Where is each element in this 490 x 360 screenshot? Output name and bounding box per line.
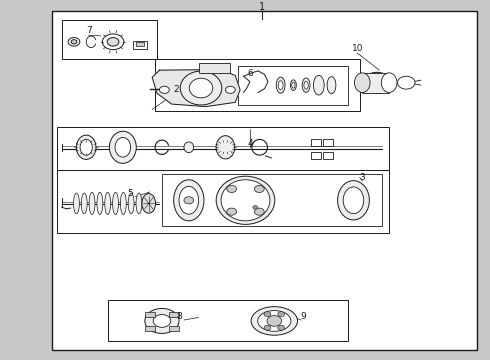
Ellipse shape xyxy=(221,180,270,221)
Bar xyxy=(323,139,333,146)
Ellipse shape xyxy=(362,72,392,93)
Circle shape xyxy=(264,325,271,330)
Ellipse shape xyxy=(314,75,324,95)
Text: 9: 9 xyxy=(301,312,307,321)
Ellipse shape xyxy=(327,77,336,94)
Ellipse shape xyxy=(302,78,310,92)
Bar xyxy=(62,20,157,59)
Ellipse shape xyxy=(115,138,131,157)
Bar xyxy=(155,59,360,111)
Ellipse shape xyxy=(179,186,198,214)
Circle shape xyxy=(264,312,271,317)
Bar xyxy=(238,66,347,105)
Circle shape xyxy=(184,197,194,204)
Ellipse shape xyxy=(292,82,295,88)
Ellipse shape xyxy=(76,135,96,159)
Ellipse shape xyxy=(338,181,369,220)
Circle shape xyxy=(159,86,169,93)
Ellipse shape xyxy=(74,193,79,214)
Bar xyxy=(169,326,179,331)
Bar xyxy=(311,152,321,159)
Text: 5: 5 xyxy=(127,189,133,198)
Ellipse shape xyxy=(278,81,283,90)
Ellipse shape xyxy=(276,77,285,93)
Ellipse shape xyxy=(105,192,111,215)
Circle shape xyxy=(68,37,80,46)
Ellipse shape xyxy=(189,78,213,98)
Bar xyxy=(323,152,333,159)
Ellipse shape xyxy=(173,180,204,221)
Ellipse shape xyxy=(97,192,103,215)
Bar xyxy=(57,127,389,170)
Bar xyxy=(108,300,347,341)
Circle shape xyxy=(397,76,415,89)
Text: 1: 1 xyxy=(259,2,265,12)
Ellipse shape xyxy=(381,73,397,93)
Bar xyxy=(57,170,389,233)
Text: 10: 10 xyxy=(352,44,363,53)
Ellipse shape xyxy=(343,187,364,214)
Ellipse shape xyxy=(109,131,136,163)
Circle shape xyxy=(278,312,285,317)
Text: 8: 8 xyxy=(176,312,182,321)
Bar xyxy=(162,174,382,226)
Circle shape xyxy=(267,316,282,326)
Circle shape xyxy=(254,185,264,193)
Circle shape xyxy=(225,86,235,93)
Bar xyxy=(145,326,155,331)
Bar xyxy=(145,312,155,318)
Ellipse shape xyxy=(80,139,92,155)
Ellipse shape xyxy=(81,193,87,214)
Circle shape xyxy=(153,315,171,327)
Bar xyxy=(362,73,389,93)
Ellipse shape xyxy=(216,136,235,159)
Ellipse shape xyxy=(142,194,156,213)
Bar xyxy=(136,42,144,46)
Ellipse shape xyxy=(136,193,142,214)
Bar xyxy=(198,63,230,73)
Circle shape xyxy=(227,208,237,215)
Circle shape xyxy=(71,40,77,44)
Circle shape xyxy=(107,37,119,46)
Ellipse shape xyxy=(89,192,95,215)
Ellipse shape xyxy=(113,192,119,215)
Circle shape xyxy=(278,325,285,330)
Bar xyxy=(133,41,147,49)
Circle shape xyxy=(145,309,179,333)
Polygon shape xyxy=(152,69,240,107)
Text: 3: 3 xyxy=(359,173,365,182)
Circle shape xyxy=(227,185,237,193)
Bar xyxy=(311,139,321,146)
Circle shape xyxy=(253,206,258,209)
Ellipse shape xyxy=(251,307,297,335)
Ellipse shape xyxy=(128,193,134,214)
Text: 6: 6 xyxy=(247,69,253,78)
Text: 2: 2 xyxy=(174,85,179,94)
Ellipse shape xyxy=(354,73,370,93)
Bar xyxy=(169,312,179,318)
Text: 4: 4 xyxy=(247,139,253,148)
Ellipse shape xyxy=(184,142,194,153)
Ellipse shape xyxy=(304,81,308,89)
Ellipse shape xyxy=(180,71,222,105)
Ellipse shape xyxy=(121,192,126,215)
Text: 7: 7 xyxy=(86,26,92,35)
Ellipse shape xyxy=(216,176,275,224)
Circle shape xyxy=(254,208,264,215)
Bar xyxy=(52,11,477,350)
Ellipse shape xyxy=(258,311,291,331)
Circle shape xyxy=(102,34,124,50)
Ellipse shape xyxy=(291,80,296,90)
